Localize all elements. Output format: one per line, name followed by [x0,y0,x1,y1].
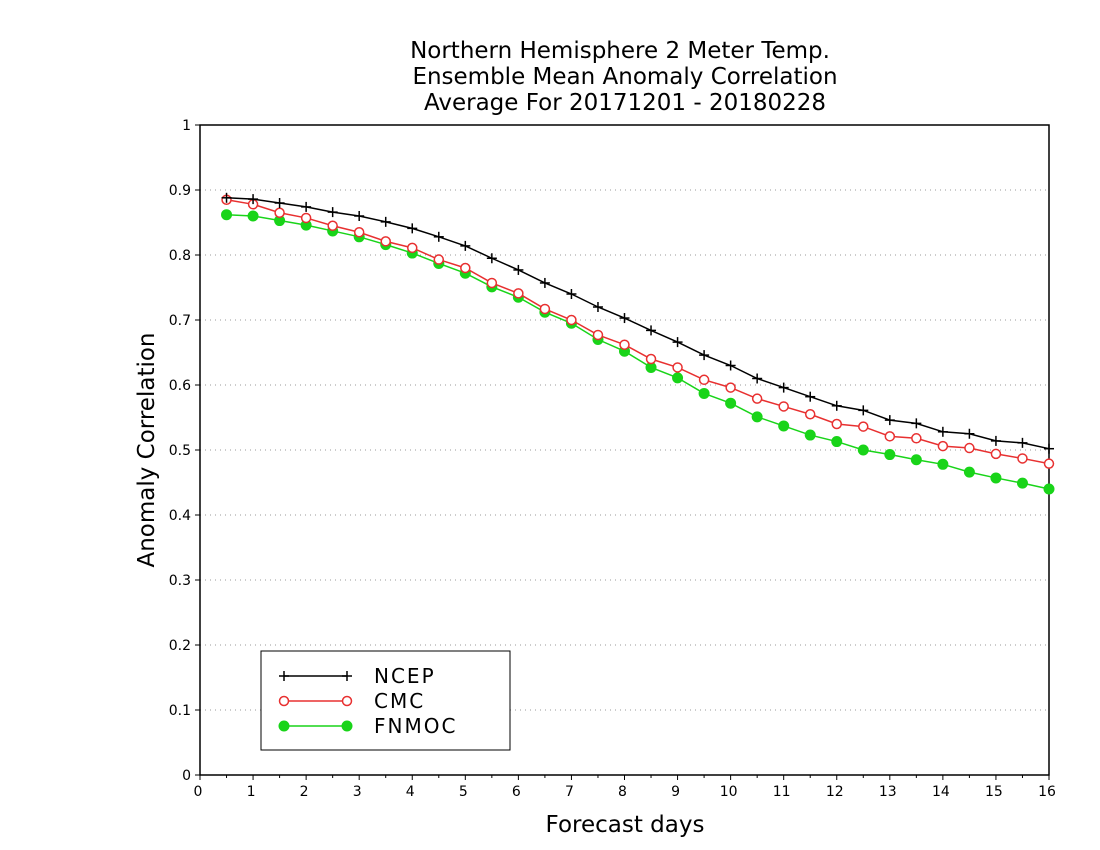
data-point-cmc [831,418,842,430]
x-axis: 0 1 2 3 4 5 6 7 8 9 10 11 12 13 14 15 16 [194,775,1056,800]
y-axis: 0 0.1 0.2 0.3 0.4 0.5 0.6 0.7 0.8 0.9 1 [169,118,200,784]
data-point-cmc [751,393,763,404]
x-tick-label: 1 [247,784,256,800]
legend-marker-fnmoc [278,720,290,732]
series-group [221,192,1055,495]
data-point-cmc [778,401,789,412]
data-point-fnmoc [725,397,737,409]
data-point-cmc [619,339,630,350]
x-tick-label: 16 [1038,784,1056,800]
title-line-1: Northern Hemisphere 2 Meter Temp. [410,38,830,64]
x-tick-label: 2 [300,784,309,800]
x-tick-label: 0 [194,784,203,800]
data-point-cmc [804,409,816,420]
data-point-cmc [725,382,736,393]
data-point-fnmoc [963,466,975,478]
series-ncep [221,192,1054,454]
data-point-cmc [858,421,869,432]
legend-label-fnmoc: FNMOC [374,714,457,738]
y-tick-label: 0.4 [169,508,191,524]
data-point-fnmoc [910,454,922,466]
data-point-cmc [672,362,683,373]
x-tick-label: 12 [826,784,844,800]
data-point-cmc [539,303,551,315]
y-tick-label: 0.5 [169,443,191,459]
x-tick-label: 11 [773,784,791,800]
data-point-cmc [698,374,710,386]
data-point-fnmoc [990,472,1002,484]
data-point-fnmoc [698,387,710,399]
data-point-cmc [300,212,312,224]
x-tick-label: 4 [406,784,415,800]
data-point-cmc [486,277,498,289]
data-point-fnmoc [857,444,869,456]
data-point-fnmoc [937,458,949,470]
y-axis-label: Anomaly Correlation [134,332,160,567]
y-tick-label: 0 [182,768,191,784]
series-fnmoc [221,209,1055,495]
x-tick-label: 13 [879,784,897,800]
data-point-fnmoc [804,429,816,441]
y-tick-label: 1 [182,118,191,134]
data-point-cmc [884,431,896,442]
x-axis-label: Forecast days [546,812,705,838]
data-point-cmc [566,314,577,326]
data-point-cmc [1017,453,1028,464]
data-point-fnmoc [778,420,790,432]
legend-marker-cmc [278,695,290,707]
x-tick-label: 5 [459,784,468,800]
data-point-cmc [513,288,524,299]
x-tick-label: 7 [565,784,574,800]
gridlines [200,189,1049,711]
y-tick-label: 0.3 [169,573,191,589]
series-line-cmc [226,199,1050,465]
data-point-fnmoc [831,436,843,448]
y-tick-label: 0.2 [169,638,191,654]
data-point-cmc [274,207,285,218]
data-point-fnmoc [1016,477,1028,489]
data-point-fnmoc [247,210,259,222]
x-tick-label: 14 [932,784,950,800]
data-point-cmc [460,262,471,274]
data-point-cmc [990,448,1002,460]
y-tick-label: 0.1 [169,703,191,719]
data-point-fnmoc [751,411,763,423]
legend-label-ncep: NCEP [374,664,436,688]
x-tick-label: 8 [618,784,627,800]
title-line-2: Ensemble Mean Anomaly Correlation [412,64,837,90]
data-point-cmc [964,442,975,454]
data-point-cmc [911,433,922,444]
data-point-cmc [592,329,604,341]
y-tick-label: 0.7 [169,313,191,329]
x-tick-label: 15 [985,784,1003,800]
data-point-cmc [407,242,418,254]
data-point-cmc [1043,458,1055,469]
y-tick-label: 0.8 [169,248,191,264]
x-tick-label: 6 [512,784,521,800]
data-point-fnmoc [1043,483,1055,495]
x-tick-label: 9 [671,784,680,800]
data-point-cmc [353,227,365,238]
legend-marker-fnmoc [341,720,353,732]
legend-label-cmc: CMC [374,689,425,713]
y-tick-label: 0.9 [169,183,191,199]
data-point-fnmoc [672,372,684,384]
data-point-cmc [645,353,657,365]
chart-title: Northern Hemisphere 2 Meter Temp. Ensemb… [410,38,837,116]
legend-marker-cmc [341,695,353,707]
data-point-cmc [327,220,338,231]
data-point-fnmoc [884,449,896,461]
data-point-fnmoc [221,209,233,221]
title-line-3: Average For 20171201 - 20180228 [424,90,826,116]
y-tick-label: 0.6 [169,378,191,394]
data-point-cmc [380,236,391,247]
x-tick-label: 10 [720,784,738,800]
x-tick-label: 3 [353,784,362,800]
data-point-cmc [937,440,949,452]
data-point-cmc [433,254,445,265]
